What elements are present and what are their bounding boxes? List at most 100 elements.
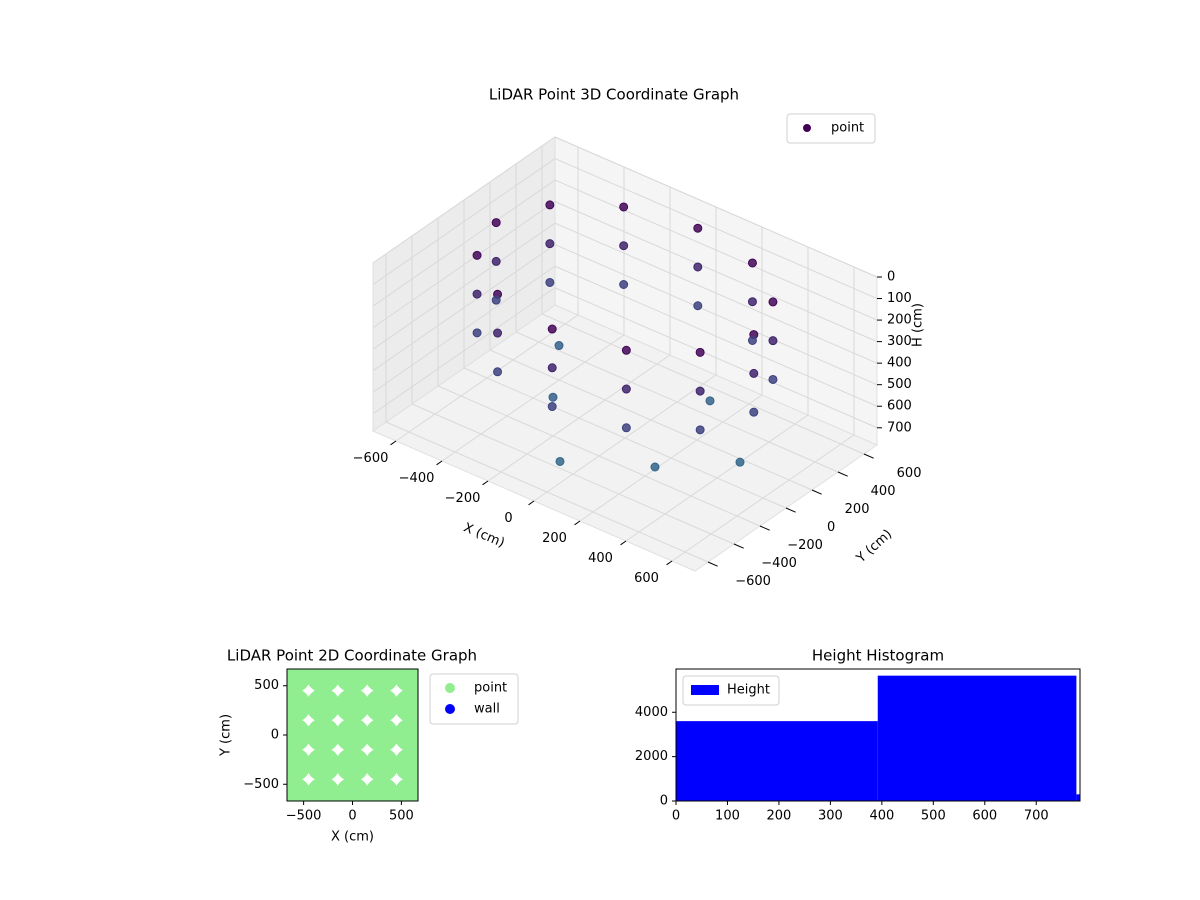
grid-line (437, 385, 761, 527)
point (335, 688, 370, 723)
point (548, 392, 558, 402)
legend-frame (786, 113, 876, 144)
tick-mark (436, 460, 443, 466)
grid-line (411, 403, 735, 545)
x-tick-label: 400 (588, 551, 613, 566)
x-tick-label: 200 (542, 531, 567, 546)
z-tick-label: 400 (887, 356, 912, 371)
z-tick-label: 300 (887, 334, 912, 349)
point (621, 423, 631, 433)
chart-title: Height Histogram (812, 647, 944, 665)
tick-mark (390, 440, 397, 446)
tick-mark (482, 480, 489, 486)
tick-mark (785, 507, 796, 513)
point (394, 718, 418, 752)
point (287, 718, 311, 752)
x-tick-label: 500 (389, 809, 414, 824)
point (619, 241, 629, 251)
y-axis-label: Y (cm) (853, 527, 895, 567)
point (749, 368, 759, 378)
grid-line (372, 222, 556, 350)
point (621, 384, 631, 394)
tick-mark (666, 560, 673, 566)
x-tick-label: 100 (715, 809, 740, 824)
point (364, 669, 399, 693)
y-tick-label: −500 (243, 777, 279, 792)
point (547, 363, 557, 373)
point (768, 297, 778, 307)
y-tick-label: 4000 (635, 705, 668, 720)
point (749, 407, 759, 417)
y-tick-label: −200 (787, 538, 823, 553)
legend-label: wall (474, 702, 500, 717)
point (493, 328, 503, 338)
point (747, 258, 757, 268)
tick-mark (837, 471, 848, 477)
point (472, 250, 482, 260)
point (545, 277, 555, 287)
x-tick-label: 500 (921, 809, 946, 824)
point (394, 777, 418, 801)
grid-line (554, 287, 878, 429)
y-tick-label: 0 (271, 728, 279, 743)
x-tick-label: 400 (869, 809, 894, 824)
x-axis-label: X (cm) (461, 520, 506, 551)
point (545, 200, 555, 210)
grid-line (541, 313, 865, 455)
legend-swatch (691, 685, 719, 695)
point (693, 301, 703, 311)
x-axis-label: X (cm) (331, 830, 374, 845)
grid-line (554, 158, 878, 299)
tick-mark (759, 525, 770, 531)
legend-swatch (803, 124, 811, 132)
grid-line (385, 421, 709, 563)
point (547, 402, 557, 412)
point (555, 456, 565, 466)
point (768, 374, 778, 384)
point (693, 262, 703, 272)
plot-frame (675, 668, 1081, 802)
x-tick-label: −500 (286, 809, 322, 824)
legend-label: point (474, 681, 507, 696)
grid-line (554, 265, 878, 407)
point (472, 289, 482, 299)
point (394, 688, 418, 723)
point (335, 747, 370, 782)
point (364, 777, 399, 801)
chart-title: LiDAR Point 2D Coordinate Graph (227, 647, 477, 665)
z-tick-label: 700 (887, 420, 912, 435)
z-tick-label: 100 (887, 291, 912, 306)
bar (877, 675, 1077, 801)
point (335, 718, 370, 752)
point (306, 669, 341, 693)
point (747, 336, 757, 346)
legend-label: point (831, 121, 864, 136)
point (705, 396, 715, 406)
point (287, 688, 311, 723)
y-tick-label: 500 (254, 678, 279, 693)
point (335, 777, 370, 801)
grid-line (489, 349, 813, 491)
grid-line (372, 158, 556, 285)
grid-line (515, 331, 839, 473)
legend-label: Height (727, 683, 770, 698)
tick-mark (707, 561, 718, 567)
point (554, 341, 564, 351)
grid-line (554, 201, 878, 343)
x-tick-label: 0 (504, 511, 512, 526)
point (364, 747, 399, 782)
grid-line (372, 136, 556, 264)
x-tick-label: 0 (672, 809, 680, 824)
y-tick-label: 200 (845, 502, 870, 517)
point (287, 669, 311, 693)
grid-line (554, 222, 878, 364)
point (306, 747, 341, 782)
grid-line (372, 201, 556, 329)
grid-line (554, 244, 878, 386)
grid-line (554, 179, 878, 321)
point (735, 457, 745, 467)
point (695, 425, 705, 435)
x-tick-label: 0 (348, 809, 356, 824)
point (306, 777, 341, 801)
